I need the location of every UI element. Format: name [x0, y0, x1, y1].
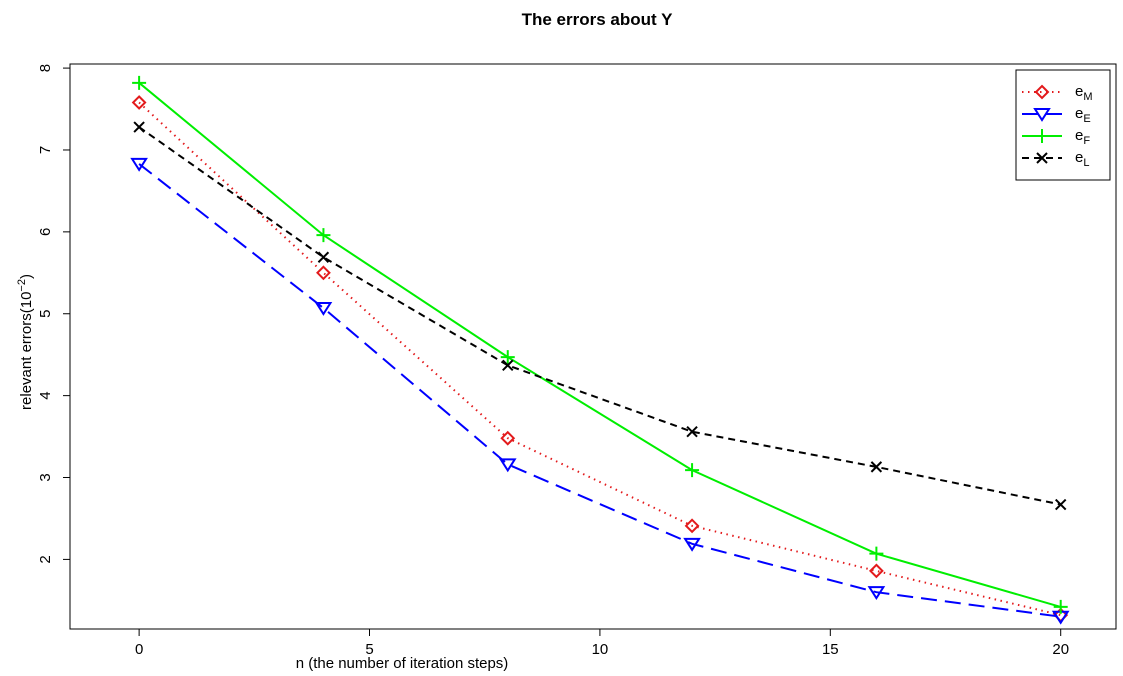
data-point	[1053, 599, 1068, 614]
data-point	[685, 463, 700, 478]
y-tick-label: 5	[37, 310, 54, 318]
legend-label-sub: L	[1083, 157, 1089, 169]
series-ef	[132, 75, 1068, 614]
data-point	[498, 458, 517, 473]
data-point	[502, 359, 514, 372]
y-axis-label-exponent: −2	[16, 279, 28, 292]
data-point	[683, 537, 701, 552]
y-tick-label: 6	[37, 228, 54, 236]
data-point	[316, 265, 331, 281]
legend-label-main: e	[1075, 83, 1083, 100]
series-layer	[130, 75, 1070, 625]
legend-label-main: e	[1075, 105, 1083, 122]
legend-marker	[1036, 152, 1048, 164]
data-point	[686, 425, 698, 438]
legend-label: eF	[1075, 127, 1090, 147]
legend-label-sub: E	[1083, 113, 1090, 125]
legend-box	[1015, 69, 1111, 181]
legend-label: eE	[1075, 105, 1091, 125]
y-tick-label: 2	[37, 555, 54, 563]
y-tick-label: 4	[37, 391, 54, 399]
series-line-ee	[138, 163, 1061, 618]
legend-item-el: eL	[1022, 149, 1089, 169]
data-point	[867, 586, 886, 601]
x-tick-label: 10	[592, 641, 609, 658]
plot-frame	[69, 63, 1117, 630]
data-point	[317, 251, 330, 263]
chart-title: The errors about Y	[522, 10, 673, 29]
y-tick-label: 8	[37, 64, 54, 72]
legend-label: eM	[1075, 83, 1093, 103]
y-tick-label: 7	[37, 146, 54, 154]
data-point	[131, 95, 147, 110]
data-point	[684, 518, 700, 534]
data-point	[133, 121, 145, 133]
legend-marker	[1034, 84, 1050, 100]
series-line-em	[138, 101, 1061, 617]
legend-label-sub: M	[1083, 91, 1092, 103]
data-point	[1054, 498, 1067, 511]
legend-item-ef: eF	[1022, 127, 1090, 147]
y-axis: 2 3 4 5 6 7 8	[37, 64, 70, 564]
data-point	[130, 157, 148, 172]
y-tick-label: 3	[37, 473, 54, 481]
data-point	[500, 350, 515, 365]
legend-item-em: eM	[1022, 83, 1093, 103]
x-tick-label: 0	[135, 641, 143, 658]
legend-marker	[1035, 129, 1049, 143]
legend-label: eL	[1075, 149, 1089, 169]
series-line-ef	[138, 82, 1061, 608]
series-line-el	[138, 126, 1061, 506]
data-point	[500, 430, 516, 446]
data-point	[870, 461, 883, 473]
series-ee	[130, 157, 1070, 625]
y-axis-label-close: )	[18, 274, 35, 279]
y-axis-label-main: relevant errors(10	[18, 292, 35, 410]
x-axis-label: n (the number of iteration steps)	[296, 655, 509, 672]
x-tick-label: 20	[1052, 641, 1069, 658]
legend-label-main: e	[1075, 127, 1083, 144]
series-el	[133, 121, 1067, 511]
legend-marker	[1033, 108, 1051, 122]
legend-label-sub: F	[1083, 135, 1090, 147]
data-point	[314, 302, 333, 316]
x-axis: 0 5 10 15 20	[135, 629, 1069, 658]
data-point	[316, 228, 331, 243]
data-point	[869, 546, 884, 561]
legend-label-main: e	[1075, 149, 1083, 166]
x-tick-label: 5	[365, 641, 373, 658]
y-axis-label: relevant errors(10−2)	[16, 274, 35, 410]
x-tick-label: 15	[822, 641, 839, 658]
data-point	[868, 563, 884, 579]
legend-item-ee: eE	[1022, 105, 1091, 125]
data-point	[132, 75, 147, 90]
series-em	[131, 95, 1069, 623]
